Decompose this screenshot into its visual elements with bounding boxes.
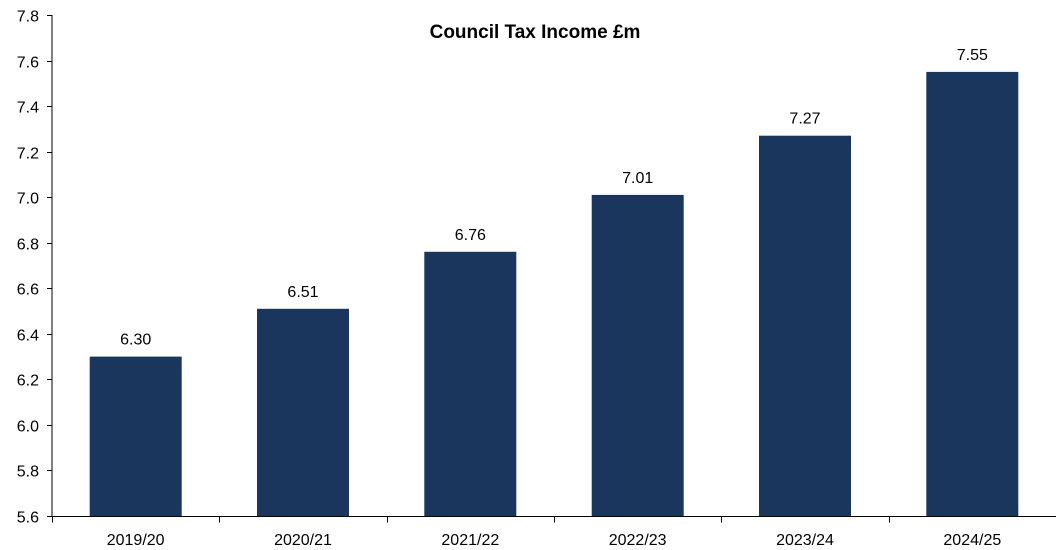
y-axis: 5.6 5.8 6.0 6.2 6.4 6.6 6.8 7.0 7.2 7.4 7.6 7.8 xyxy=(17,9,53,527)
data-label: 7.55 xyxy=(957,47,988,64)
bar-2022-23 xyxy=(591,194,684,516)
x-tick-label: 2023/24 xyxy=(776,532,834,549)
bar-2020-21 xyxy=(257,308,349,516)
bar-2023-24 xyxy=(759,135,851,516)
y-tick-label: 6.2 xyxy=(17,373,39,390)
data-label: 6.30 xyxy=(120,332,151,349)
chart-title: Council Tax Income £m xyxy=(430,22,641,43)
bar-2019-20 xyxy=(89,356,182,516)
y-tick-label: 7.6 xyxy=(17,55,39,72)
x-tick-label: 2019/20 xyxy=(107,532,165,549)
y-tick-label: 7.8 xyxy=(17,9,39,26)
y-tick-label: 7.2 xyxy=(17,146,39,163)
y-tick-label: 5.8 xyxy=(17,464,39,481)
data-label: 7.27 xyxy=(789,111,820,128)
data-label: 6.76 xyxy=(455,227,486,244)
x-tick-label: 2024/25 xyxy=(943,532,1001,549)
y-tick-label: 5.6 xyxy=(17,510,39,527)
y-tick-label: 7.4 xyxy=(17,100,39,117)
data-label: 6.51 xyxy=(287,284,318,301)
data-label: 7.01 xyxy=(622,170,653,187)
x-tick-label: 2020/21 xyxy=(274,532,332,549)
bar-2024-25 xyxy=(926,71,1019,517)
y-tick-label: 6.4 xyxy=(17,328,39,345)
y-tick-label: 6.0 xyxy=(17,419,39,436)
x-axis: 2019/20 2020/21 2021/22 2022/23 2023/24 2024/… xyxy=(52,516,1056,549)
data-labels: 6.30 6.51 6.76 7.01 7.27 7.55 xyxy=(120,47,988,349)
bar-2021-22 xyxy=(424,251,517,517)
x-tick-label: 2021/22 xyxy=(441,532,499,549)
bars xyxy=(89,71,1019,517)
x-tick-label: 2022/23 xyxy=(609,532,667,549)
y-tick-label: 7.0 xyxy=(17,191,39,208)
y-tick-label: 6.6 xyxy=(17,282,39,299)
y-tick-label: 6.8 xyxy=(17,237,39,254)
